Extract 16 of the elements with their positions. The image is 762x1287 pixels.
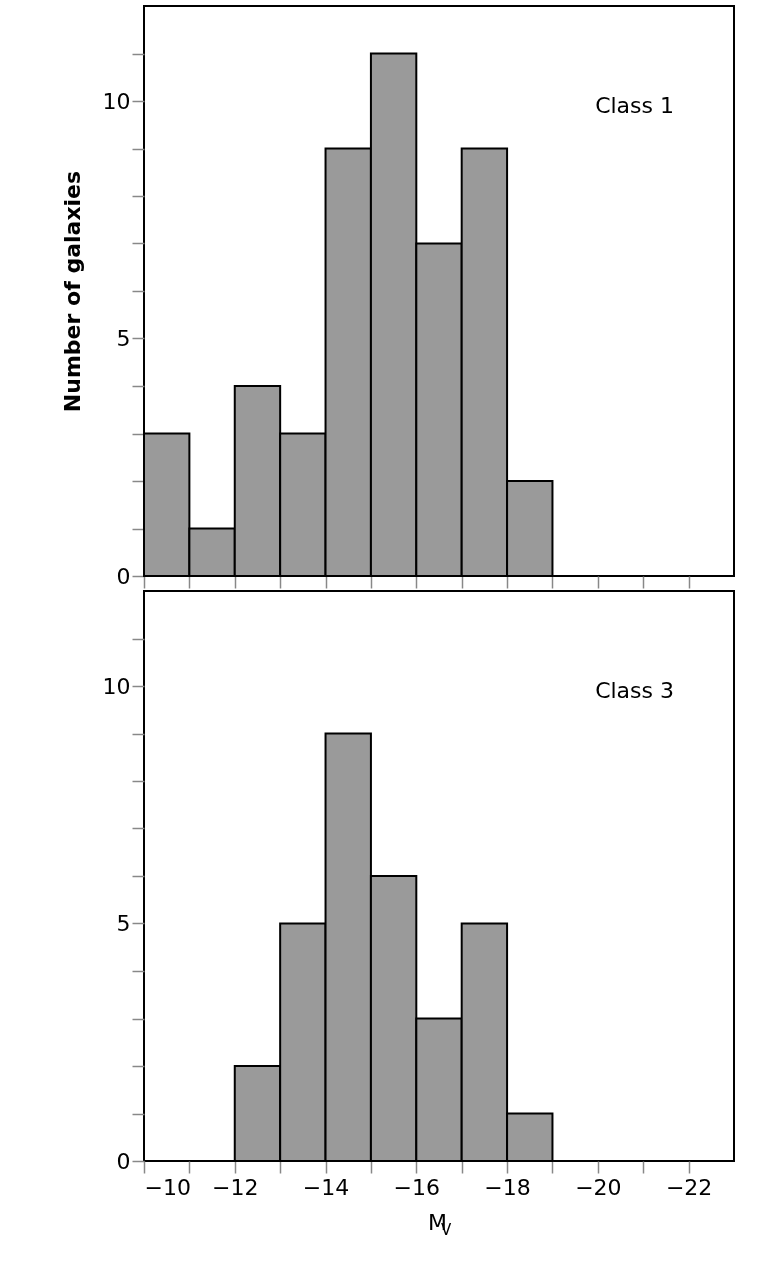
- annotation: Class 1: [595, 93, 674, 118]
- y-axis-title: Number of galaxies: [59, 170, 85, 413]
- y-tick-label: 5: [116, 911, 131, 936]
- y-tick-label: 10: [102, 673, 131, 699]
- x-tick-label: −22: [665, 1174, 713, 1200]
- y-tick-label: 5: [116, 326, 131, 351]
- annotation: Class 3: [595, 678, 674, 703]
- y-tick-label: 0: [116, 563, 131, 589]
- x-tick-label: −20: [575, 1174, 622, 1200]
- x-tick-label: −12: [212, 1174, 259, 1200]
- x-tick-label: −14: [302, 1174, 350, 1200]
- x-tick-label: −16: [393, 1174, 441, 1200]
- x-tick-label: −10: [144, 1174, 191, 1200]
- y-tick-label: 0: [116, 1148, 131, 1174]
- y-tick-label: 10: [102, 88, 131, 114]
- x-tick-label: −18: [484, 1174, 531, 1200]
